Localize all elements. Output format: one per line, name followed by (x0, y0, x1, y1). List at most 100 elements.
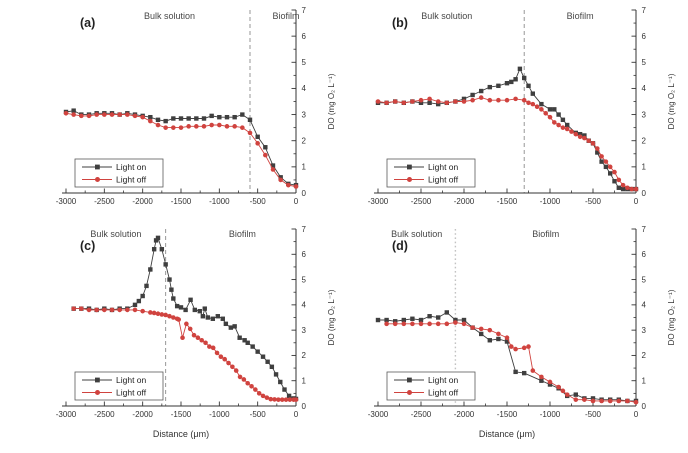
data-point-square (197, 308, 202, 314)
data-point-square (517, 66, 523, 72)
data-point-square (620, 186, 626, 192)
data-point-square (247, 117, 253, 122)
data-point-circle (582, 135, 587, 141)
legend: Light on Light off (386, 371, 476, 401)
y-tick-label: 2 (642, 351, 647, 360)
data-point-circle (461, 99, 467, 104)
data-point-square (513, 369, 518, 375)
data-point-square (237, 335, 242, 340)
y-axis-ticks: 0 1 2 3 4 5 6 7 (291, 225, 307, 411)
data-point-circle (384, 321, 389, 327)
data-point-circle (625, 185, 630, 191)
data-point-square (232, 114, 237, 120)
data-point-circle (270, 167, 276, 172)
data-point-circle (155, 122, 161, 128)
data-point-circle (513, 346, 518, 352)
data-point-circle (526, 344, 531, 349)
data-point-circle (418, 97, 424, 103)
panel-d-chart: -3000 -2500 -2000 -1500 -1000 -500 00 1 2 3 4 5 6 7 Bu… (368, 225, 676, 439)
panel-c: -3000 -2500 -2000 -1500 -1000 -500 0 0 1 2 3 4 5 6 7 Bu… (0, 225, 344, 453)
data-point-circle (629, 186, 634, 192)
x-tick-label: -500 (585, 197, 602, 206)
data-point-circle (260, 393, 266, 399)
y-tick-label: 4 (642, 84, 647, 93)
x-tick-label: -1500 (497, 410, 518, 419)
data-point-square (453, 317, 458, 323)
data-point-circle (595, 146, 600, 151)
y-tick-label: 6 (642, 250, 647, 259)
data-point-circle (560, 388, 566, 394)
data-point-square (401, 317, 406, 323)
data-point-circle (125, 112, 130, 117)
data-point-circle (226, 360, 231, 366)
data-point-square (167, 277, 172, 282)
data-point-circle (102, 307, 107, 313)
data-point-circle (375, 99, 381, 104)
data-point-circle (530, 368, 536, 373)
data-point-square (436, 101, 441, 107)
data-point-square (418, 100, 424, 106)
data-point-circle (184, 321, 189, 327)
data-point-circle (470, 97, 475, 103)
data-point-square (539, 378, 544, 383)
data-point-circle (247, 130, 253, 136)
data-point-circle (256, 391, 262, 396)
panel-label: (d) (392, 239, 408, 253)
legend: Light on Light off (74, 158, 164, 188)
data-point-circle (207, 344, 212, 349)
data-point-square (169, 287, 174, 292)
y-tick-label: 4 (302, 301, 307, 310)
x-tick-label: -1000 (540, 197, 561, 206)
legend-entry-label: Light on (428, 375, 459, 385)
data-point-square (487, 84, 492, 90)
legend: Light on Light off (74, 371, 164, 401)
x-tick-label: -500 (250, 197, 267, 206)
y-axis-ticks: 0 1 2 3 4 5 6 7 (631, 6, 647, 198)
data-point-circle (539, 107, 544, 112)
data-point-circle (245, 380, 250, 386)
data-point-circle (155, 311, 161, 317)
biofilm-label: Biofilm (229, 229, 256, 239)
data-point-circle (543, 110, 548, 116)
data-point-circle (560, 125, 566, 130)
data-point-circle (599, 154, 604, 159)
data-point-circle (410, 99, 415, 104)
data-point-circle (263, 152, 268, 158)
data-point-square (163, 262, 168, 267)
data-point-square (174, 303, 180, 309)
data-point-circle (187, 326, 193, 332)
data-point-circle (487, 327, 493, 333)
data-point-square (608, 171, 613, 176)
y-tick-label: 2 (642, 137, 647, 146)
data-point-circle (564, 392, 570, 397)
x-tick-label: 0 (294, 197, 299, 206)
data-point-circle (521, 97, 527, 103)
data-point-circle (102, 112, 107, 117)
x-tick-label: -1500 (497, 197, 518, 206)
legend-entry-label: Light off (116, 174, 147, 184)
y-tick-label: 1 (642, 377, 647, 386)
x-tick-label: -1500 (171, 197, 192, 206)
data-point-circle (230, 364, 235, 370)
x-axis-title: Distance (μm) (479, 429, 535, 439)
x-tick-label: -2000 (454, 410, 475, 419)
data-point-square (153, 238, 159, 243)
data-point-square (132, 302, 138, 308)
data-point-square (573, 392, 578, 397)
data-point-square (590, 396, 596, 401)
legend-circle-marker (95, 177, 100, 182)
data-point-circle (616, 398, 622, 404)
legend-entry-label: Light on (116, 375, 147, 385)
data-point-circle (283, 397, 289, 402)
data-point-square (375, 317, 381, 323)
biofilm-label: Biofilm (567, 11, 594, 21)
data-point-circle (569, 129, 574, 134)
y-tick-label: 1 (642, 163, 647, 172)
x-tick-label: 0 (294, 410, 299, 419)
y-tick-label: 0 (302, 402, 307, 411)
series-light-on (375, 310, 639, 404)
data-point-circle (109, 112, 115, 117)
y-tick-label: 5 (642, 58, 647, 67)
data-point-circle (94, 112, 99, 117)
